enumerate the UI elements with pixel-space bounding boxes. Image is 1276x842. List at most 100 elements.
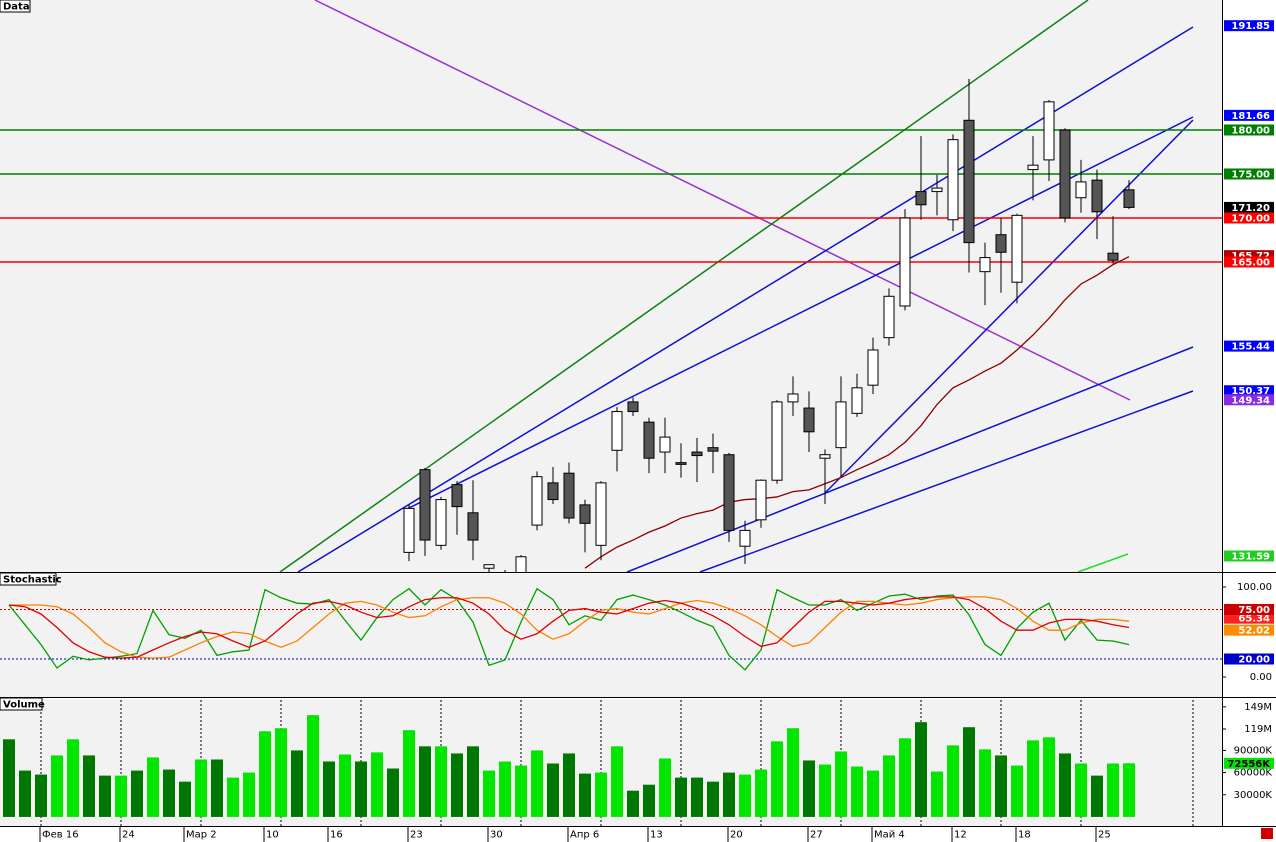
y-tick-label: 119M (1244, 724, 1272, 735)
candle-body (483, 564, 495, 569)
volume-bar (739, 774, 751, 817)
candle-body (1011, 214, 1023, 283)
candle-body (867, 349, 879, 386)
price-tag-label: 149.34 (1231, 395, 1270, 406)
candle-body (467, 512, 479, 541)
volume-bar (195, 759, 207, 817)
price-tag (1224, 109, 1274, 121)
volume-bar (1059, 753, 1071, 817)
y-tick-label: 0.00 (1250, 672, 1272, 683)
x-tick-label: Май 4 (874, 830, 905, 841)
y-tick-label: 100.00 (1237, 582, 1272, 593)
volume-bar (1123, 763, 1135, 817)
volume-bar (275, 728, 287, 817)
volume-bar (899, 738, 911, 817)
candle-body (851, 387, 863, 414)
price-tag (1224, 612, 1274, 624)
candle-body (675, 462, 687, 465)
price-tag-label: 131.59 (1231, 551, 1270, 562)
volume-bar (419, 746, 431, 817)
volume-bar (835, 751, 847, 817)
volume-bar (883, 755, 895, 817)
price-tag (1224, 603, 1274, 615)
volume-bar (979, 749, 991, 817)
candle-body (1059, 129, 1071, 219)
volume-bar (659, 758, 671, 817)
panel-title: Volume (3, 700, 45, 711)
candle-body (979, 257, 991, 273)
price-tag-label: 170.00 (1231, 213, 1270, 224)
price-tag (1224, 385, 1274, 397)
volume-bar (515, 765, 527, 817)
x-tick-label: 30 (490, 830, 503, 841)
candle-body (995, 234, 1007, 253)
candle-body (403, 507, 415, 553)
volume-bar (707, 781, 719, 817)
price-tag-label: 155.44 (1231, 342, 1270, 353)
volume-bar (227, 777, 239, 817)
x-tick-label: Мар 2 (186, 830, 217, 841)
candle-body (1107, 252, 1119, 261)
volume-bar (995, 755, 1007, 817)
volume-bar (467, 746, 479, 817)
volume-bar (147, 757, 159, 817)
price-tag-label: 20.00 (1238, 655, 1270, 666)
moving-average (584, 256, 1130, 569)
candle-body (563, 472, 575, 519)
volume-bar (787, 728, 799, 817)
volume-bar (579, 773, 591, 817)
candle-body (691, 451, 703, 457)
candle-body (435, 499, 447, 546)
volume-bar (35, 774, 47, 817)
price-tag (1224, 201, 1274, 213)
volume-bar (691, 777, 703, 817)
price-tag (1224, 168, 1274, 180)
candle-body (803, 407, 815, 433)
x-tick-label: 18 (1018, 830, 1031, 841)
volume-bar (819, 764, 831, 817)
x-tick-label: 23 (410, 830, 423, 841)
volume-bar (323, 761, 335, 817)
candle-body (755, 479, 767, 521)
price-tag (1224, 250, 1274, 262)
scroll-button[interactable] (1261, 828, 1273, 839)
volume-bar (851, 766, 863, 817)
volume-bar (867, 770, 879, 817)
price-tag (1224, 256, 1274, 268)
volume-bar (643, 784, 655, 817)
candle-body (931, 187, 943, 193)
candle-body (915, 191, 927, 206)
volume-bar (243, 772, 255, 817)
price-tag (1224, 394, 1274, 406)
price-tag (1224, 550, 1274, 562)
volume-bar (915, 722, 927, 817)
volume-bar (371, 752, 383, 817)
candle-body (627, 401, 639, 413)
price-tag-label: 175.00 (1231, 169, 1270, 180)
volume-bar (307, 715, 319, 817)
x-tick-label: Фев 16 (42, 830, 79, 841)
panel-title: Data (3, 2, 30, 13)
volume-bar (627, 790, 639, 817)
candle-body (787, 393, 799, 403)
x-tick-label: 13 (650, 830, 663, 841)
price-tag-label: 75.00 (1238, 605, 1270, 616)
candle-body (547, 482, 559, 501)
volume-bar (483, 770, 495, 817)
candle-body (835, 401, 847, 449)
volume-bar (547, 763, 559, 817)
candle-body (1123, 189, 1135, 208)
volume-bar (163, 769, 175, 817)
candle-body (739, 529, 751, 547)
candle-body (1027, 164, 1039, 171)
stochastic-line (9, 596, 1130, 659)
panel-title: Stochastic (3, 575, 62, 586)
volume-bar (1107, 763, 1119, 817)
candle-body (1075, 181, 1087, 199)
stochastic-line (8, 596, 1130, 659)
volume-bar (723, 772, 735, 817)
candle-body (531, 476, 543, 526)
volume-bar (19, 770, 31, 817)
volume-bar (531, 750, 543, 817)
candle-body (659, 436, 671, 453)
